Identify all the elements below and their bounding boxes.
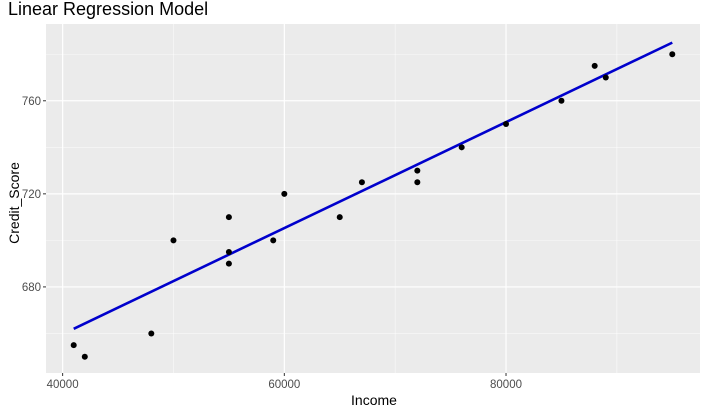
data-point <box>503 121 510 128</box>
data-point <box>458 144 465 151</box>
minor-gridlines <box>46 24 700 373</box>
axis-ticks: 40000 60000 80000 680 720 760 <box>22 96 522 391</box>
data-point <box>270 237 277 244</box>
data-point <box>414 167 421 174</box>
chart-title: Linear Regression Model <box>8 0 208 19</box>
data-point <box>602 74 609 81</box>
data-point <box>70 342 77 349</box>
data-point <box>281 190 288 197</box>
data-point <box>225 260 232 267</box>
data-point <box>225 214 232 221</box>
data-point <box>336 214 343 221</box>
regression-line-group <box>73 41 673 330</box>
data-point <box>414 179 421 186</box>
data-point <box>225 249 232 256</box>
y-tick-label: 680 <box>22 282 41 294</box>
data-point <box>170 237 177 244</box>
regression-line <box>73 41 673 330</box>
data-point <box>558 97 565 104</box>
y-axis-title: Credit_Score <box>6 162 22 244</box>
y-tick-label: 720 <box>22 189 41 201</box>
y-tick-label: 760 <box>22 96 41 108</box>
data-points <box>70 51 676 360</box>
major-gridlines <box>46 24 700 373</box>
data-point <box>669 51 676 58</box>
x-axis-title: Income <box>351 392 397 408</box>
data-point <box>81 353 88 360</box>
data-point <box>591 62 598 69</box>
data-point <box>148 330 155 337</box>
x-tick-label: 60000 <box>268 379 300 391</box>
x-tick-label: 40000 <box>47 379 79 391</box>
x-tick-label: 80000 <box>490 379 522 391</box>
data-point <box>358 179 365 186</box>
